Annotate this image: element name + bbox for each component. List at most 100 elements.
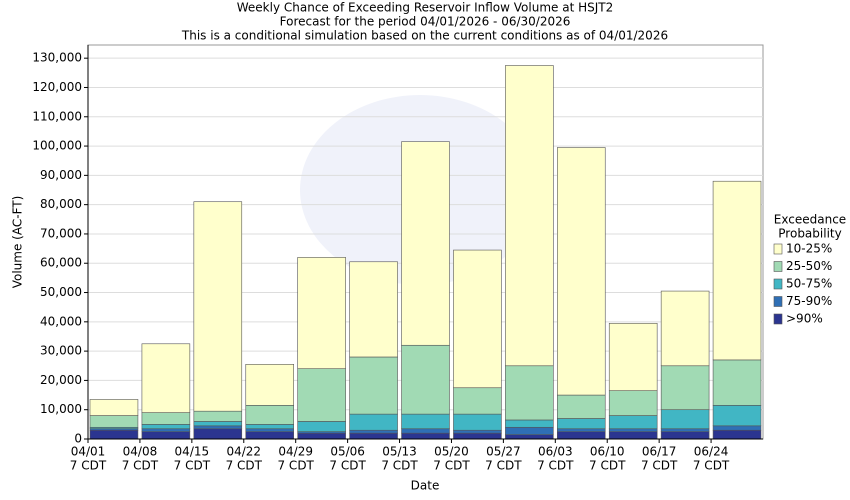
bar-segment: [141, 412, 191, 425]
bar-segment: [401, 432, 450, 440]
legend-swatch: [773, 296, 783, 307]
x-tick-sublabel: 7 CDT: [226, 459, 263, 473]
x-tick-label: 04/29: [278, 445, 313, 459]
x-tick-label: 04/15: [175, 445, 210, 459]
bar-segment: [660, 290, 710, 367]
y-tick-label: 50,000: [40, 285, 82, 299]
legend-title: Probability: [778, 227, 841, 241]
x-tick-label: 05/27: [486, 445, 521, 459]
legend-title: Exceedance: [774, 213, 846, 227]
bar-segment: [89, 399, 139, 416]
bar-segment: [349, 432, 398, 440]
legend-label: 75-90%: [786, 294, 832, 308]
y-tick-label: 0: [74, 432, 82, 446]
bar-segment: [712, 425, 762, 431]
x-tick-sublabel: 7 CDT: [433, 459, 470, 473]
y-tick-label: 120,000: [32, 80, 82, 94]
bar-segment: [349, 413, 398, 431]
legend-label: 50-75%: [786, 277, 832, 291]
bar-segment: [193, 421, 243, 427]
y-tick-label: 70,000: [40, 226, 82, 240]
bar-segment: [505, 65, 554, 367]
bar-segment: [660, 428, 710, 432]
bar-segment: [712, 359, 762, 406]
bar-segment: [141, 428, 191, 432]
legend-swatch: [773, 243, 783, 255]
bar-segment: [608, 431, 658, 440]
bar-segment: [660, 409, 710, 430]
bar-segment: [712, 429, 762, 440]
bar-segment: [557, 431, 606, 440]
bar-segment: [505, 419, 554, 428]
bar-segment: [245, 424, 294, 430]
y-tick-label: 40,000: [40, 314, 82, 328]
bar-segment: [505, 434, 554, 440]
bar-segment: [505, 365, 554, 421]
x-tick-sublabel: 7 CDT: [641, 459, 678, 473]
bar-segment: [401, 428, 450, 434]
x-tick-label: 04/22: [226, 445, 261, 459]
y-tick-label: 80,000: [40, 197, 82, 211]
chart-title: Weekly Chance of Exceeding Reservoir Inf…: [237, 1, 613, 15]
x-tick-label: 06/24: [694, 445, 729, 459]
bar-segment: [505, 426, 554, 435]
bar-segment: [193, 428, 243, 440]
x-tick-sublabel: 7 CDT: [122, 459, 159, 473]
bar-segment: [349, 356, 398, 415]
bar-segment: [401, 413, 450, 430]
bar-segment: [349, 261, 398, 358]
bar-segment: [557, 147, 606, 396]
x-tick-label: 04/08: [123, 445, 158, 459]
bar-segment: [453, 249, 502, 389]
y-tick-label: 90,000: [40, 168, 82, 182]
bar-segment: [557, 428, 606, 432]
bar-segment: [557, 418, 606, 430]
bar-segment: [245, 428, 294, 432]
y-tick-label: 20,000: [40, 373, 82, 387]
bar-segment: [660, 365, 710, 411]
chart-subtitle: Forecast for the period 04/01/2026 - 06/…: [280, 15, 571, 29]
legend-swatch: [773, 313, 783, 325]
x-tick-sublabel: 7 CDT: [70, 459, 107, 473]
legend-label: >90%: [786, 312, 823, 326]
bar-segment: [608, 428, 658, 432]
y-axis-label: Volume (AC-FT): [11, 196, 25, 289]
x-tick-label: 04/01: [71, 445, 106, 459]
bar-segment: [608, 415, 658, 430]
x-tick-label: 05/13: [382, 445, 417, 459]
bar-segment: [297, 368, 346, 422]
y-tick-label: 30,000: [40, 344, 82, 358]
bar-segment: [89, 415, 139, 428]
bar-segment: [297, 257, 346, 369]
x-tick-label: 05/06: [330, 445, 365, 459]
y-tick-label: 130,000: [32, 51, 82, 65]
bar-segment: [401, 141, 450, 346]
bar-segment: [453, 429, 502, 434]
x-tick-sublabel: 7 CDT: [277, 459, 314, 473]
bar-segment: [245, 405, 294, 425]
x-tick-sublabel: 7 CDT: [329, 459, 366, 473]
y-tick-label: 110,000: [32, 109, 82, 123]
x-tick-sublabel: 7 CDT: [381, 459, 418, 473]
y-tick-label: 60,000: [40, 256, 82, 270]
x-tick-sublabel: 7 CDT: [589, 459, 626, 473]
x-tick-sublabel: 7 CDT: [693, 459, 730, 473]
y-tick-label: 10,000: [40, 402, 82, 416]
x-tick-label: 06/10: [590, 445, 625, 459]
bar-segment: [712, 180, 762, 361]
bar-segment: [712, 405, 762, 427]
bar-segment: [193, 425, 243, 430]
bar-segment: [608, 390, 658, 416]
x-tick-sublabel: 7 CDT: [174, 459, 211, 473]
bar-segment: [660, 431, 710, 440]
bar-segment: [453, 387, 502, 415]
x-tick-label: 06/03: [538, 445, 573, 459]
x-tick-label: 06/17: [642, 445, 677, 459]
bar-segment: [245, 364, 294, 406]
bar-segment: [89, 429, 139, 440]
x-tick-sublabel: 7 CDT: [537, 459, 574, 473]
bar-segment: [245, 431, 294, 440]
bar-segment: [453, 413, 502, 431]
bar-segment: [141, 343, 191, 413]
